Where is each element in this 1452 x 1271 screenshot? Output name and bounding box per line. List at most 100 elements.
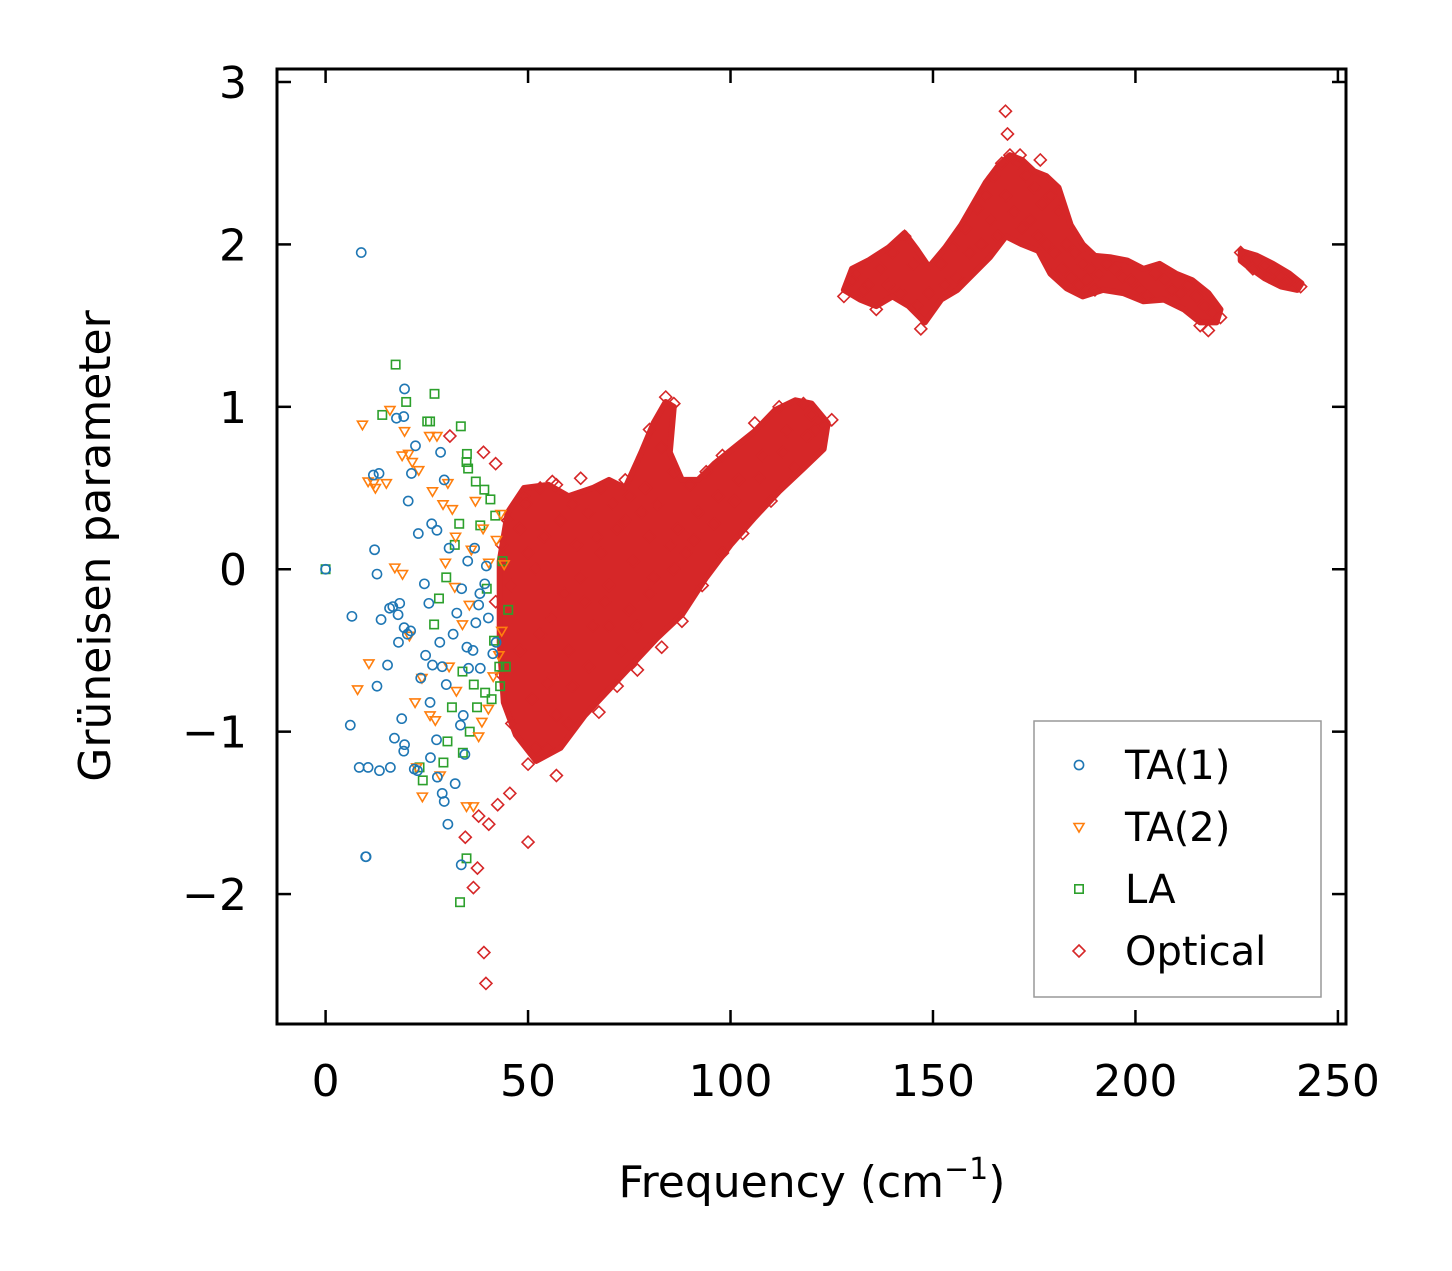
point-optical	[529, 740, 544, 756]
point-optical	[788, 459, 803, 475]
point-ta-1	[371, 680, 383, 692]
point-ta-2	[439, 558, 452, 570]
point-optical	[549, 708, 564, 723]
point-optical	[1205, 305, 1220, 320]
point-optical	[1079, 273, 1094, 288]
point-optical	[561, 643, 576, 658]
point-ta-1	[394, 597, 406, 609]
point-ta-2	[445, 504, 459, 516]
point-optical	[695, 578, 710, 593]
point-optical	[1213, 310, 1228, 325]
point-optical	[990, 229, 1005, 244]
x-tick-label: 100	[689, 1056, 773, 1107]
point-optical	[549, 477, 564, 492]
point-optical	[605, 497, 621, 512]
point-optical	[549, 768, 564, 783]
legend: TA(1) TA(2) LA Optical	[1033, 720, 1322, 998]
point-optical	[921, 286, 937, 301]
plot-marks	[320, 104, 1308, 991]
point-optical	[1124, 273, 1139, 288]
point-ta-2	[472, 732, 486, 744]
point-optical	[512, 643, 528, 658]
point-optical	[545, 610, 560, 626]
point-ta-2	[497, 560, 511, 571]
point-optical	[471, 808, 486, 824]
point-la	[429, 619, 440, 630]
point-ta-2	[415, 792, 429, 804]
point-optical	[1156, 273, 1171, 288]
point-ta-1	[382, 659, 393, 671]
point-la	[446, 702, 457, 713]
point-ta-2	[351, 685, 364, 697]
point-ta-1	[482, 612, 494, 624]
point-optical	[715, 448, 730, 463]
point-ta-2	[423, 431, 437, 443]
point-optical	[909, 298, 924, 314]
legend-marker-la	[1074, 883, 1085, 894]
point-ta-1	[467, 645, 479, 656]
point-ta-1	[367, 469, 379, 481]
point-optical	[1116, 269, 1131, 285]
point-la	[461, 457, 472, 468]
point-optical	[1031, 229, 1046, 244]
point-optical	[662, 537, 677, 553]
point-ta-1	[410, 440, 421, 452]
point-optical	[581, 659, 596, 674]
point-optical	[873, 261, 888, 276]
point-optical	[1035, 196, 1050, 211]
point-ta-1	[412, 765, 423, 777]
point-optical	[646, 570, 661, 585]
point-optical	[585, 618, 600, 634]
point-ta-2	[495, 626, 509, 638]
x-tick-label: 150	[891, 1056, 975, 1107]
point-optical	[771, 399, 787, 414]
point-la	[401, 396, 412, 407]
point-ta-2	[449, 686, 463, 698]
point-ta-2	[462, 600, 476, 612]
point-optical	[442, 428, 458, 444]
point-optical	[630, 618, 645, 634]
point-ta-1	[427, 659, 438, 671]
point-ta-1	[360, 851, 372, 863]
point-optical	[1180, 277, 1196, 293]
legend-box	[1033, 720, 1322, 998]
point-ta-2	[395, 451, 409, 463]
point-ta-1	[346, 610, 358, 622]
point-optical	[800, 428, 815, 444]
point-la	[422, 416, 433, 427]
point-optical	[735, 526, 750, 541]
point-optical	[1083, 261, 1099, 276]
point-optical	[520, 757, 536, 772]
point-ta-1	[447, 628, 459, 640]
point-optical	[593, 545, 609, 561]
point-optical	[816, 419, 831, 434]
point-ta-1	[455, 719, 466, 731]
point-ta-1	[399, 383, 410, 395]
point-optical	[1091, 266, 1107, 281]
point-ta-1	[463, 662, 474, 674]
point-optical	[1006, 204, 1022, 220]
point-optical	[731, 472, 746, 488]
point-ta-2	[494, 509, 508, 521]
point-optical	[1059, 237, 1074, 252]
point-optical	[1087, 282, 1103, 298]
point-optical	[502, 786, 517, 801]
point-optical	[881, 277, 896, 293]
point-optical	[638, 480, 653, 496]
point-ta-1	[396, 713, 408, 725]
point-optical	[1010, 156, 1026, 171]
point-ta-2	[396, 569, 409, 581]
point-ta-1	[353, 761, 365, 773]
point-optical	[1245, 261, 1260, 276]
point-la	[461, 448, 472, 459]
point-optical	[1014, 221, 1030, 236]
point-ta-1	[398, 411, 410, 422]
point-optical	[1261, 269, 1277, 285]
point-optical	[699, 464, 714, 479]
point-ta-1	[462, 555, 474, 567]
point-optical	[974, 237, 989, 252]
point-la	[441, 572, 452, 583]
point-ta-2	[368, 483, 382, 495]
point-ta-1	[392, 609, 404, 621]
